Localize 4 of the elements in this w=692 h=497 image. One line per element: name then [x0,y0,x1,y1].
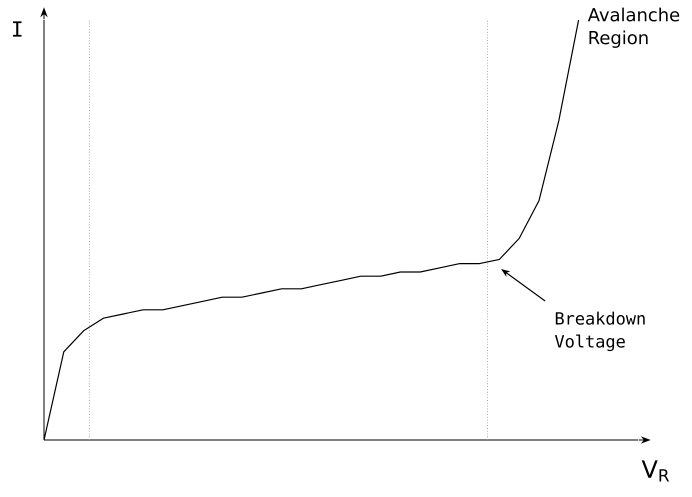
y-axis-title: I [13,21,22,37]
annotation: Breakdown Voltage [554,312,645,352]
x-axis-title: V$_{R}$ [642,460,670,482]
annotation: Avalanche Region [588,8,680,48]
